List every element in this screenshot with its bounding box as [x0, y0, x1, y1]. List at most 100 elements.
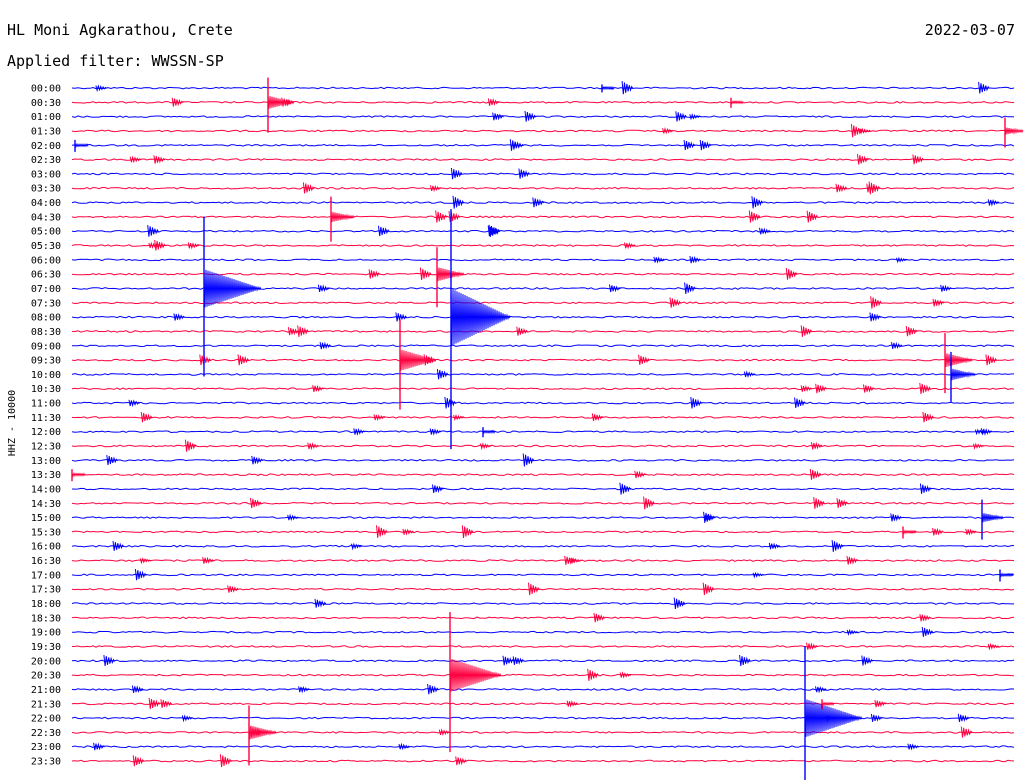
time-tick-label: 06:00: [31, 255, 61, 266]
trace-burst: [874, 699, 887, 708]
time-tick-label: 18:30: [31, 613, 61, 624]
trace-burst: [831, 540, 844, 552]
time-tick-label: 09:30: [31, 356, 61, 367]
trace-burst: [250, 497, 262, 509]
trace-burst: [398, 742, 411, 751]
trace-burst: [351, 542, 363, 551]
event-coda: [74, 142, 89, 149]
trace-burst: [987, 642, 1000, 651]
trace-row: [71, 602, 1014, 605]
trace-burst: [863, 384, 875, 393]
event-coda: [730, 100, 744, 105]
trace-burst: [353, 427, 365, 436]
trace-group: [71, 81, 1015, 768]
time-tick-label: 09:00: [31, 341, 61, 352]
time-tick-label: 12:00: [31, 427, 61, 438]
time-tick-label: 03:30: [31, 184, 61, 195]
time-tick-label: 18:00: [31, 599, 61, 610]
trace-burst: [566, 700, 579, 708]
trace-row: [72, 344, 1015, 348]
trace-burst: [739, 654, 751, 667]
trace-burst: [673, 597, 686, 609]
trace-burst: [287, 327, 300, 336]
event-coda: [804, 698, 863, 737]
trace-burst: [488, 224, 501, 238]
trace-burst: [128, 399, 141, 408]
event-group: [71, 77, 1024, 780]
trace-burst: [919, 613, 932, 622]
trace-burst: [199, 354, 211, 366]
trace-burst: [319, 341, 332, 350]
event-coda: [981, 512, 1004, 523]
trace-row: [71, 172, 1015, 176]
trace-burst: [638, 354, 650, 365]
trace-burst: [683, 139, 696, 151]
event-coda: [450, 288, 511, 346]
trace-burst: [891, 341, 903, 350]
trace-burst: [751, 196, 764, 209]
time-tick-label: 10:00: [31, 370, 61, 381]
trace-burst: [171, 97, 184, 107]
trace-burst: [187, 242, 200, 250]
trace-row: [71, 143, 1015, 147]
time-tick-label: 04:30: [31, 212, 61, 223]
trace-burst: [302, 182, 315, 194]
trace-burst: [373, 414, 386, 422]
trace-burst: [112, 541, 125, 551]
trace-burst: [593, 612, 606, 623]
trace-burst: [752, 571, 765, 579]
trace-burst: [160, 699, 173, 708]
trace-burst: [312, 384, 324, 393]
trace-burst: [184, 439, 197, 452]
trace-burst: [907, 743, 919, 751]
trace-burst: [237, 354, 250, 366]
trace-burst: [978, 81, 990, 94]
time-tick-label: 01:00: [31, 112, 61, 123]
trace-burst: [932, 298, 945, 307]
trace-burst: [846, 628, 859, 636]
trace-burst: [509, 139, 522, 151]
trace-row: [71, 229, 1015, 233]
trace-burst: [987, 198, 1000, 207]
trace-burst: [869, 312, 882, 322]
trace-row: [71, 516, 1015, 519]
event-coda: [267, 95, 295, 109]
time-tick-label: 17:00: [31, 570, 61, 581]
trace-row: [71, 616, 1015, 620]
trace-burst: [524, 110, 537, 122]
date-label: 2022-03-07: [924, 21, 1015, 39]
time-tick-label: 21:30: [31, 699, 61, 710]
trace-burst: [103, 655, 116, 667]
event-coda: [399, 349, 437, 371]
time-tick-label: 22:00: [31, 714, 61, 725]
trace-burst: [438, 728, 451, 736]
time-tick-label: 07:30: [31, 298, 61, 309]
trace-burst: [376, 525, 388, 538]
trace-burst: [378, 225, 390, 237]
trace-burst: [809, 468, 822, 480]
trace-burst: [921, 626, 934, 637]
trace-burst: [619, 482, 632, 495]
trace-burst: [870, 713, 883, 722]
trace-row: [71, 544, 1015, 548]
trace-burst: [528, 582, 540, 596]
trace-burst: [564, 555, 576, 565]
trace-row: [71, 731, 1015, 734]
trace-row: [71, 444, 1015, 448]
trace-burst: [806, 210, 819, 223]
time-tick-label: 05:30: [31, 241, 61, 252]
trace-burst: [307, 442, 319, 451]
trace-row: [71, 630, 1015, 634]
trace-burst: [835, 183, 848, 193]
trace-burst: [461, 525, 474, 538]
trace-burst: [147, 225, 159, 237]
trace-burst: [435, 210, 447, 223]
trace-row: [71, 688, 1015, 691]
trace-row: [71, 115, 1015, 118]
trace-burst: [287, 513, 299, 522]
time-tick-label: 02:00: [31, 141, 61, 152]
trace-burst: [522, 453, 535, 467]
trace-row: [71, 645, 1015, 648]
trace-burst: [675, 111, 687, 122]
trace-row: [71, 745, 1015, 749]
